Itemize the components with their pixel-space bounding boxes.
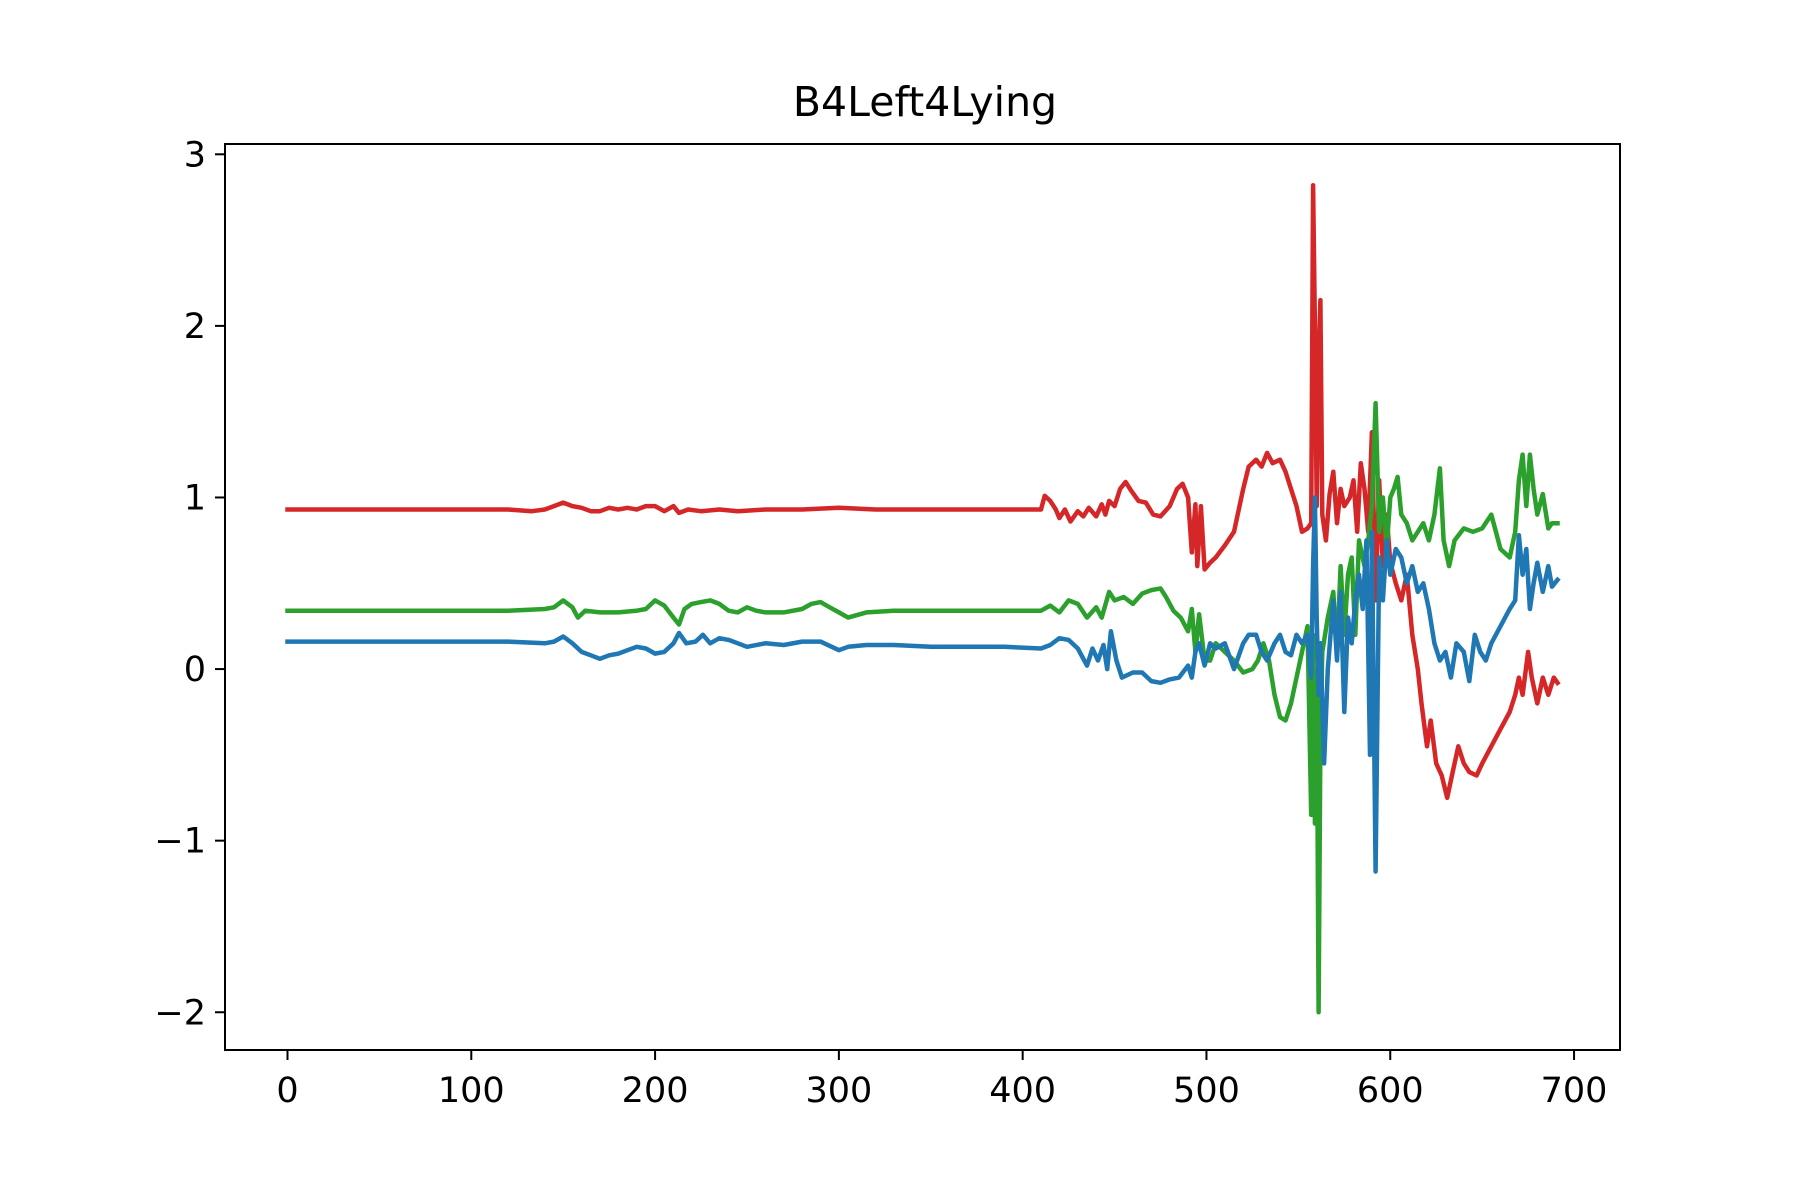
- x-tick-label: 600: [1357, 1071, 1424, 1111]
- x-tick-label: 700: [1541, 1071, 1608, 1111]
- y-tick-label: 2: [184, 307, 206, 347]
- x-axis: 0 100 200 300 400 500 600 700: [276, 1050, 1607, 1111]
- y-tick-label: 1: [184, 478, 206, 518]
- y-tick-label: 3: [184, 135, 206, 175]
- x-tick-label: 0: [276, 1071, 298, 1111]
- series-line-3: [285, 495, 1561, 874]
- x-tick-label: 300: [805, 1071, 872, 1111]
- chart-title: B4Left4Lying: [793, 78, 1057, 126]
- y-tick-label: −2: [154, 993, 206, 1033]
- y-tick-label: 0: [184, 650, 206, 690]
- x-tick-label: 100: [438, 1071, 505, 1111]
- series-line-1: [285, 182, 1561, 801]
- plot-frame: [224, 143, 1621, 1051]
- y-tick-label: −1: [154, 822, 206, 862]
- x-tick-label: 400: [989, 1071, 1056, 1111]
- x-tick-label: 500: [1173, 1071, 1240, 1111]
- series-layer: [285, 182, 1561, 1015]
- y-axis: 3 2 1 0 −1 −2: [154, 135, 225, 1033]
- x-tick-label: 200: [622, 1071, 689, 1111]
